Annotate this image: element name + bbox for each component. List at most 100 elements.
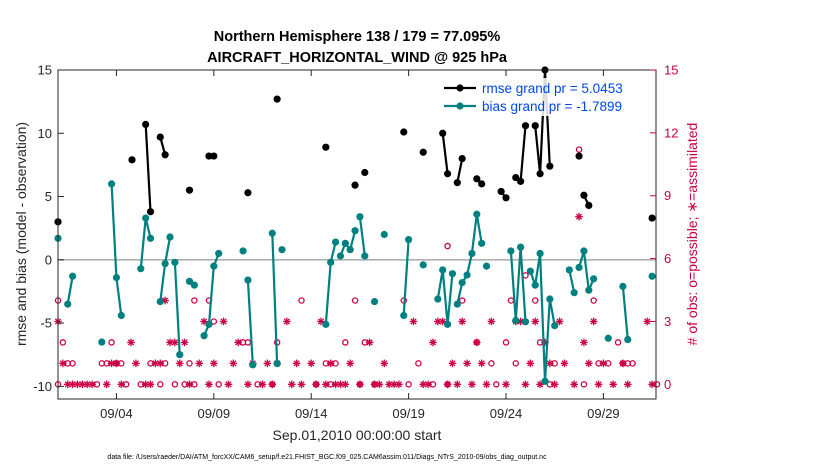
obs-possible-marker (488, 360, 495, 367)
rmse-point (439, 129, 447, 137)
obs-assimilated-stroke (332, 381, 339, 388)
bias-point (585, 286, 593, 294)
obs-possible-marker (614, 339, 622, 346)
obs-assimilated-marker (297, 380, 306, 389)
x-tick-label: 09/19 (392, 406, 425, 421)
obs-assimilated-stroke (590, 318, 597, 325)
obs-assimilated-stroke (381, 360, 388, 367)
obs-assimilated-stroke (264, 360, 271, 367)
obs-assimilated-stroke (337, 381, 344, 388)
obs-assimilated-marker (409, 317, 418, 326)
bias-point (190, 281, 198, 289)
obs-assimilated-stroke (371, 381, 378, 388)
x-axis-ticks: 09/04 09/09 09/14 09/19 09/24 09/29 (100, 70, 620, 421)
obs-assimilated-stroke (235, 339, 242, 346)
bias-point (458, 278, 466, 287)
bias-point (468, 249, 476, 258)
plot-area (58, 70, 656, 399)
obs-assimilated-stroke (342, 381, 349, 388)
obs-assimilated-stroke (459, 318, 466, 325)
obs-assimilated-marker (570, 380, 578, 389)
obs-assimilated-marker (258, 380, 267, 389)
obs-assimilated-stroke (434, 318, 441, 325)
obs-assimilated-stroke (619, 360, 627, 367)
x-tick-label: 09/14 (295, 406, 328, 421)
obs-assimilated-marker (219, 317, 228, 326)
rmse-point (648, 214, 656, 222)
obs-assimilated-stroke (79, 381, 86, 388)
obs-assimilated-stroke (571, 381, 578, 388)
rmse-point (273, 95, 281, 103)
obs-assimilated-stroke (527, 360, 534, 367)
rmse-point (546, 162, 554, 170)
obs-assimilated-marker (132, 359, 140, 368)
obs-assimilated-stroke (288, 381, 295, 388)
bias-point (551, 322, 559, 330)
obs-assimilated-stroke (376, 381, 383, 388)
bias-point (531, 281, 539, 289)
obs-assimilated-marker (268, 380, 277, 389)
bias-segment-line (456, 213, 483, 305)
obs-assimilated-stroke (147, 381, 154, 388)
x-axis-label: Sep.01,2010 00:00:00 start (273, 427, 442, 443)
obs-assimilated-marker (102, 380, 111, 389)
rmse-point (128, 156, 136, 164)
bias-point (380, 230, 388, 239)
bias-point (648, 272, 656, 280)
obs-assimilated-marker (580, 338, 588, 347)
bias-segment-line (568, 269, 576, 293)
obs-assimilated-marker (117, 380, 126, 389)
obs-assimilated-marker (380, 359, 389, 368)
obs-assimilated-marker (224, 380, 233, 389)
obs-assimilated-marker (200, 317, 208, 326)
rmse-point (575, 152, 583, 160)
obs-assimilated-marker (550, 380, 559, 389)
obs-assimilated-stroke (142, 381, 149, 388)
obs-possible-marker (531, 297, 539, 304)
bias-point (69, 272, 77, 280)
obs-assimilated-stroke (478, 360, 485, 367)
rmse-point (517, 177, 525, 185)
bias-point (405, 235, 413, 244)
obs-assimilated-stroke (59, 360, 66, 367)
data-file-footnote: data file: /Users/raeder/DAI/ATM_forcXX/… (107, 454, 547, 461)
rmse-point (580, 191, 588, 199)
obs-assimilated-marker (477, 359, 486, 368)
bias-point (448, 270, 457, 278)
y-right-tick-label: 9 (664, 188, 671, 203)
obs-assimilated-stroke (522, 381, 529, 388)
obs-assimilated-stroke (298, 381, 305, 388)
obs-assimilated-marker (424, 380, 432, 389)
obs-assimilated-stroke (551, 381, 558, 388)
obs-possible-marker (215, 381, 222, 388)
bias-point (453, 300, 461, 308)
bias-segment-line (509, 246, 527, 322)
obs-assimilated-stroke (171, 339, 178, 346)
rmse-point (210, 152, 218, 160)
obs-assimilated-marker (575, 212, 583, 221)
obs-assimilated-stroke (420, 381, 427, 388)
obs-assimilated-marker (375, 380, 384, 389)
obs-assimilated-stroke (449, 360, 456, 367)
obs-assimilated-marker (502, 380, 510, 389)
obs-assimilated-marker (195, 359, 204, 368)
bias-point (161, 260, 169, 268)
obs-assimilated-stroke (210, 360, 217, 367)
bias-point (210, 262, 218, 270)
obs-assimilated-stroke (624, 381, 631, 388)
rmse-point (419, 148, 427, 156)
obs-assimilated-stroke (200, 318, 208, 325)
obs-assimilated-marker (283, 317, 291, 326)
obs-assimilated-marker (643, 317, 652, 326)
bias-point (512, 316, 520, 325)
obs-possible-marker (415, 360, 422, 367)
bias-segment-line (173, 262, 181, 355)
rmse-point (244, 189, 252, 197)
series-layer (54, 66, 656, 385)
bias-point (575, 263, 583, 271)
rmse-point (351, 181, 359, 189)
x-tick-label: 09/29 (587, 406, 620, 421)
bias-point (98, 338, 106, 346)
obs-assimilated-marker (307, 359, 316, 368)
bias-point (521, 318, 530, 326)
